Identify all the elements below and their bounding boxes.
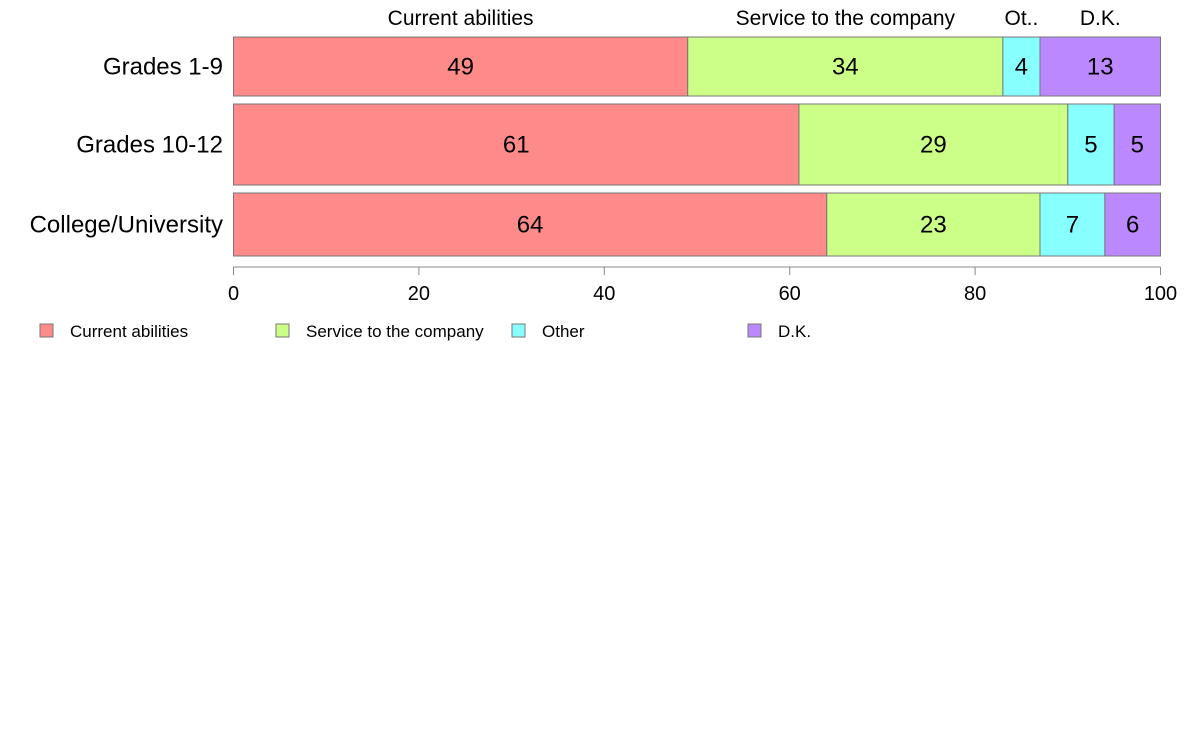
x-tick-label: 0 xyxy=(228,283,239,305)
bar-value-label: 5 xyxy=(1131,132,1144,159)
bar-value-label: 34 xyxy=(832,54,859,81)
bar-value-label: 5 xyxy=(1084,132,1097,159)
legend-swatch xyxy=(511,323,526,338)
x-tick-label: 20 xyxy=(408,283,430,305)
category-labels: Grades 1-9 Grades 10-12 College/University xyxy=(30,54,223,239)
legend-label: Service to the company xyxy=(306,322,484,341)
bar-segment xyxy=(687,36,1004,97)
series-header-labels: Current abilities Service to the company O… xyxy=(388,7,1121,30)
series-header-label: D.K. xyxy=(1080,7,1121,30)
legend-label: Other xyxy=(542,322,585,341)
legend-label: Current abilities xyxy=(70,322,188,341)
series-header-label: Ot.. xyxy=(1005,7,1039,30)
category-label: Grades 10-12 xyxy=(76,132,223,159)
bar-value-label: 61 xyxy=(503,132,530,159)
bars-area: 49 34 4 13 61 29 5 5 64 23 7 6 xyxy=(233,36,1162,257)
category-label: Grades 1-9 xyxy=(103,54,223,81)
bar-segment xyxy=(826,192,1041,257)
x-tick-label: 100 xyxy=(1144,283,1177,305)
legend: Current abilities Service to the company O… xyxy=(39,322,811,341)
bar-segment xyxy=(1002,36,1041,97)
bar-segment xyxy=(1104,192,1162,257)
bar-value-label: 64 xyxy=(517,212,544,239)
x-tick-label: 60 xyxy=(779,283,801,305)
bar-segment xyxy=(798,103,1069,186)
bar-value-label: 23 xyxy=(920,212,947,239)
legend-label: D.K. xyxy=(778,322,811,341)
bar-value-label: 49 xyxy=(447,54,474,81)
x-axis: 0 20 40 60 80 100 xyxy=(228,266,1177,305)
bar-segment xyxy=(1039,36,1161,97)
bar-segment xyxy=(1067,103,1115,186)
bar-segment xyxy=(233,192,828,257)
x-tick-label: 40 xyxy=(593,283,615,305)
bar-value-label: 13 xyxy=(1087,54,1114,81)
category-label: College/University xyxy=(30,212,223,239)
legend-swatch xyxy=(39,323,54,338)
series-header-label: Current abilities xyxy=(388,7,534,30)
legend-swatch xyxy=(275,323,290,338)
bar-segment xyxy=(1113,103,1162,186)
bar-value-label: 4 xyxy=(1015,54,1028,81)
bar-segment xyxy=(233,103,800,186)
bar-value-label: 7 xyxy=(1066,212,1079,239)
bar-value-label: 29 xyxy=(920,132,947,159)
series-header-label: Service to the company xyxy=(736,7,956,30)
bar-segment xyxy=(233,36,689,97)
x-tick-label: 80 xyxy=(964,283,986,305)
bar-value-label: 6 xyxy=(1126,212,1139,239)
legend-swatch xyxy=(747,323,762,338)
